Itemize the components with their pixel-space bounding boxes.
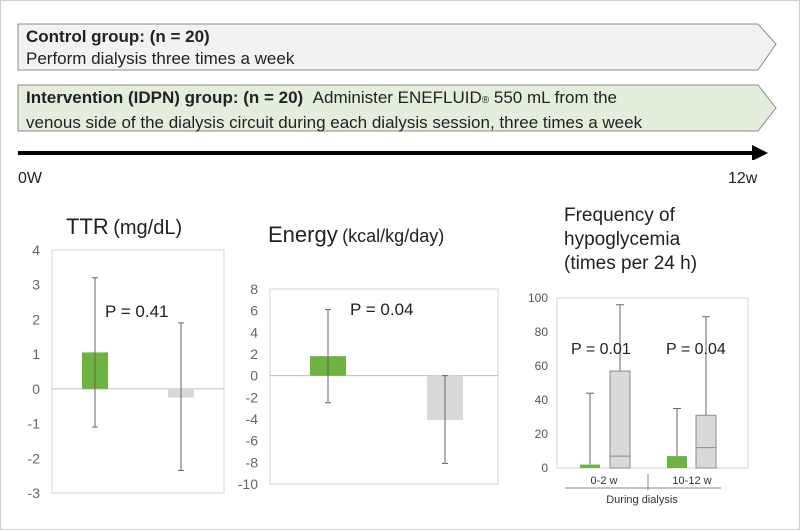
intervention-arrow-box <box>17 84 777 132</box>
ttr-y-tick-label: -1 <box>28 416 41 432</box>
ttr-y-tick-label: 3 <box>32 277 40 293</box>
hypo-x-axis-label: During dialysis <box>606 494 678 506</box>
energy-y-tick-label: 6 <box>250 303 258 319</box>
control-arrow-box <box>17 23 777 71</box>
ttr-title: TTR (mg/dL) <box>66 214 182 240</box>
energy-y-tick-label: -10 <box>238 476 258 492</box>
group-arrows <box>17 23 777 160</box>
energy-y-tick-label: -2 <box>246 389 259 405</box>
intervention-box-text: Intervention (IDPN) group: (n = 20) Admi… <box>26 87 642 134</box>
hypo-box-control <box>609 370 631 469</box>
hypo-x-category-label: 10-12 w <box>672 475 711 487</box>
intervention-heading: Intervention (IDPN) group: (n = 20) <box>26 88 304 107</box>
hypo-title: Frequency of hypoglycemia (times per 24 … <box>564 204 697 276</box>
control-heading: Control group: (n = 20) <box>26 27 210 46</box>
energy-y-tick-label: 0 <box>250 368 258 384</box>
hypo-p-value: P = 0.01 <box>571 341 631 358</box>
energy-p-value: P = 0.04 <box>350 300 414 319</box>
hypo-title-line-1: Frequency of <box>564 205 675 226</box>
ttr-y-tick-label: 0 <box>32 381 40 397</box>
hypo-x-category-label: 0-2 w <box>591 475 618 487</box>
hypo-title-line-2: hypoglycemia <box>564 229 681 250</box>
hypo-box-idpn <box>667 456 687 468</box>
energy-y-tick-label: -8 <box>246 454 259 470</box>
intervention-line1-post: 550 mL from the <box>489 88 618 107</box>
energy-y-tick-label: 2 <box>250 346 258 362</box>
hypo-y-tick-label: 20 <box>535 427 549 441</box>
energy-y-tick-label: -6 <box>246 433 259 449</box>
ttr-y-tick-label: -2 <box>28 450 41 466</box>
hypo-y-tick-label: 100 <box>528 291 548 305</box>
hypo-box-control <box>695 414 717 469</box>
energy-title: Energy (kcal/kg/day) <box>268 222 444 248</box>
ttr-unit: (mg/dL) <box>113 217 183 239</box>
hypo-box-idpn <box>580 464 600 468</box>
ttr-plot-area <box>51 249 225 494</box>
hypo-plot-area <box>556 297 749 469</box>
hypo-y-tick-label: 40 <box>535 393 549 407</box>
ttr-y-tick-label: 2 <box>32 311 40 327</box>
ttr-y-tick-label: 4 <box>32 242 40 258</box>
energy-title-text: Energy <box>268 222 338 247</box>
timeline-start-label: 0W <box>18 170 42 187</box>
timeline-end-label: 12w <box>728 170 758 187</box>
intervention-line2: venous side of the dialysis circuit duri… <box>26 113 643 132</box>
energy-plot-area <box>269 288 499 485</box>
energy-y-tick-label: -4 <box>246 411 259 427</box>
timeline-arrowhead <box>752 145 768 160</box>
intervention-line1-pre: Administer ENEFLUID <box>312 88 482 107</box>
energy-y-tick-label: 4 <box>250 324 258 340</box>
ttr-p-value: P = 0.41 <box>105 302 169 321</box>
ttr-y-tick-label: -3 <box>28 485 41 501</box>
hypo-y-tick-label: 0 <box>541 461 548 475</box>
control-description: Perform dialysis three times a week <box>26 49 295 68</box>
hypo-y-tick-label: 60 <box>535 359 549 373</box>
hypo-y-tick-label: 80 <box>535 325 549 339</box>
hypo-p-value: P = 0.04 <box>666 341 726 358</box>
energy-unit: (kcal/kg/day) <box>342 226 445 246</box>
control-box-text: Control group: (n = 20) Perform dialysis… <box>26 26 294 70</box>
ttr-title-text: TTR <box>66 214 109 239</box>
ttr-y-tick-label: 1 <box>32 346 40 362</box>
registered-mark: ® <box>481 95 490 106</box>
energy-y-tick-label: 8 <box>250 281 258 297</box>
hypo-title-line-3: (times per 24 h) <box>564 253 698 274</box>
